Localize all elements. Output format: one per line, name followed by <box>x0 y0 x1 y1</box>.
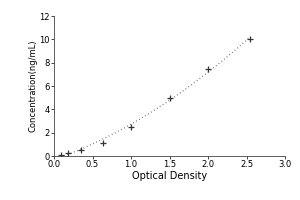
Y-axis label: Concentration(ng/mL): Concentration(ng/mL) <box>29 40 38 132</box>
X-axis label: Optical Density: Optical Density <box>132 171 207 181</box>
